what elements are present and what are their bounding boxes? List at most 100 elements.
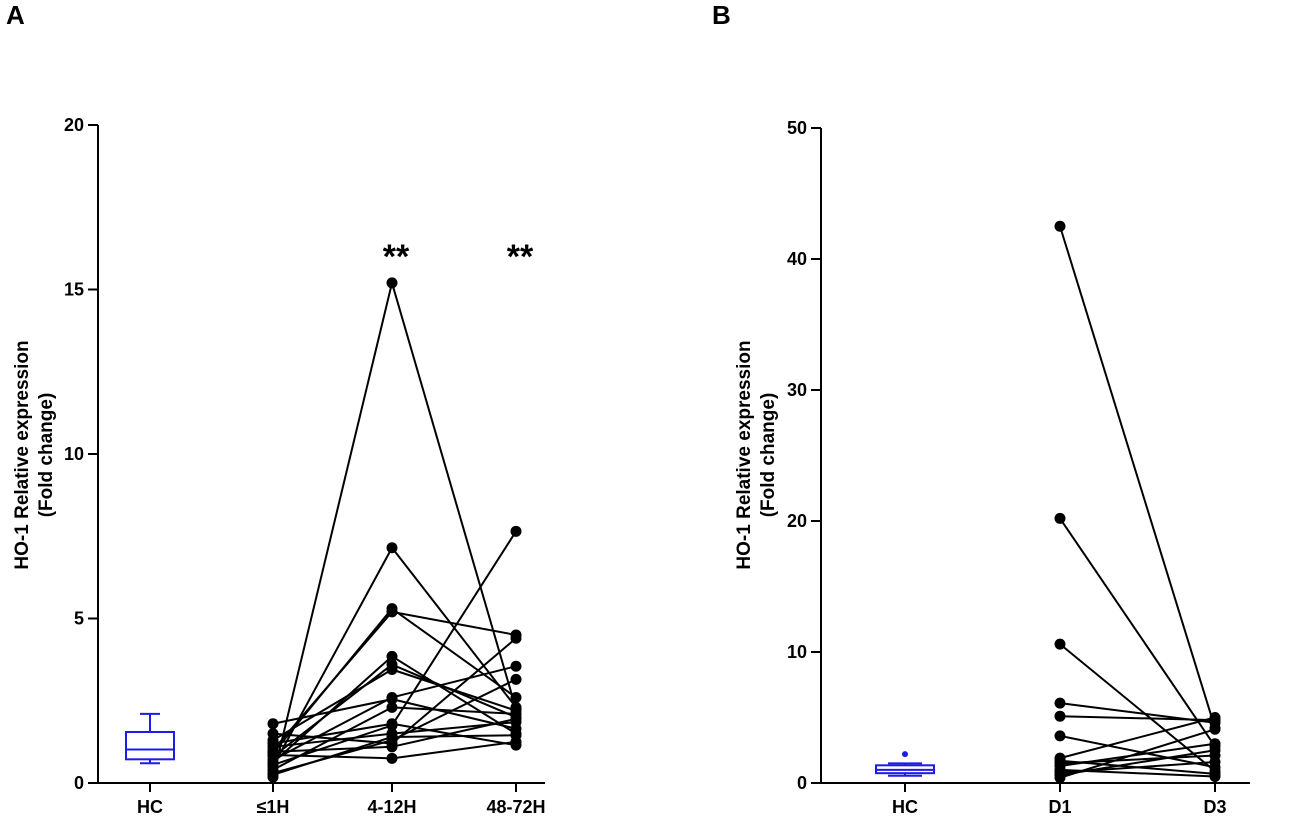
paired-line — [272, 724, 393, 766]
y-axis-title-line1: HO-1 Relative expression — [12, 340, 33, 569]
data-point — [1054, 769, 1066, 781]
data-point — [510, 691, 522, 703]
significance-marker: ** — [507, 238, 534, 276]
data-point — [1054, 512, 1066, 524]
y-tick-label: 20 — [787, 511, 807, 531]
paired-line — [391, 678, 517, 742]
data-point — [267, 746, 279, 758]
paired-line — [272, 722, 393, 745]
paired-line — [391, 740, 517, 760]
data-point — [386, 542, 398, 554]
paired-line — [272, 668, 393, 742]
y-axis-title-line2: (Fold change) — [758, 393, 779, 518]
x-tick-label: D3 — [1203, 797, 1226, 817]
data-point — [267, 759, 279, 771]
paired-line — [1059, 734, 1216, 769]
paired-line — [1059, 517, 1216, 747]
paired-line — [272, 611, 393, 751]
y-axis-title: HO-1 Relative expression (Fold change) — [12, 340, 57, 569]
data-point — [267, 728, 279, 740]
x-tick-label: 48-72H — [486, 797, 545, 817]
data-point — [510, 729, 522, 741]
paired-line — [391, 722, 517, 747]
data-point — [386, 277, 398, 289]
y-tick-label: 0 — [797, 773, 807, 793]
data-point — [510, 632, 522, 644]
y-tick-label: 10 — [787, 642, 807, 662]
data-point — [386, 663, 398, 675]
paired-line — [391, 282, 517, 710]
data-point — [1054, 697, 1066, 709]
data-point — [386, 731, 398, 743]
x-tick-label: ≤1H — [257, 797, 290, 817]
data-point — [386, 701, 398, 713]
paired-line — [272, 732, 393, 748]
data-point — [510, 525, 522, 537]
data-point — [267, 718, 279, 730]
data-point — [386, 606, 398, 618]
y-tick-label: 10 — [64, 444, 84, 464]
paired-line — [1059, 749, 1216, 777]
x-tick-label: D1 — [1048, 797, 1071, 817]
y-tick-label: 0 — [74, 773, 84, 793]
data-point — [386, 718, 398, 730]
data-point — [510, 739, 522, 751]
data-point — [1209, 744, 1221, 756]
y-tick-label: 15 — [64, 280, 84, 300]
x-tick-label: HC — [137, 797, 163, 817]
y-axis-title: HO-1 Relative expression (Fold change) — [734, 340, 779, 569]
paired-line — [391, 734, 517, 738]
paired-line — [391, 637, 517, 745]
paired-line — [272, 698, 393, 725]
data-point — [1054, 220, 1066, 232]
paired-line — [391, 655, 517, 735]
data-point — [267, 738, 279, 750]
data-point — [1209, 768, 1221, 780]
paired-line — [391, 530, 517, 726]
paired-line — [391, 717, 517, 748]
paired-line — [272, 732, 393, 745]
data-point — [1054, 710, 1066, 722]
y-tick-label: 50 — [787, 118, 807, 138]
data-point — [386, 693, 398, 705]
paired-line — [272, 696, 393, 761]
data-point — [386, 741, 398, 753]
panel-b: B 0 10 20 30 40 50 HC D1 D3 HO-1 Relative expressi… — [712, 0, 1250, 817]
data-point — [510, 713, 522, 725]
y-axis-title-line1: HO-1 Relative expression — [734, 340, 755, 569]
paired-line — [1059, 759, 1216, 775]
data-point — [386, 752, 398, 764]
paired-line — [1059, 643, 1216, 772]
box-iqr — [125, 731, 175, 761]
data-point — [510, 673, 522, 685]
box-outlier — [902, 751, 908, 758]
y-axis-title-line2: (Fold change) — [36, 393, 57, 518]
paired-line — [1059, 728, 1216, 779]
y-tick-label: 40 — [787, 249, 807, 269]
data-point — [510, 660, 522, 672]
y-tick-label: 30 — [787, 380, 807, 400]
data-point — [1054, 755, 1066, 767]
paired-line — [391, 610, 517, 636]
data-point — [1209, 723, 1221, 735]
x-tick-label: 4-12H — [367, 797, 416, 817]
x-tick-label: HC — [892, 797, 918, 817]
paired-line — [1059, 225, 1216, 729]
data-point — [1054, 730, 1066, 742]
paired-line — [272, 282, 393, 778]
data-point — [1209, 756, 1221, 768]
paired-line — [272, 745, 393, 753]
panel-a: A 0 5 10 15 20 HC ≤1H 4-12H 48-72H HO-1 Relative e… — [6, 0, 546, 817]
paired-line — [1059, 715, 1216, 722]
y-tick-label: 5 — [74, 609, 84, 629]
significance-marker: ** — [383, 238, 410, 276]
data-point — [1054, 638, 1066, 650]
paired-line — [272, 735, 393, 776]
panel-letter: A — [6, 0, 25, 30]
y-tick-label: 20 — [64, 115, 84, 135]
data-point — [1209, 712, 1221, 723]
paired-line — [1059, 716, 1216, 760]
data-point — [267, 769, 279, 781]
paired-line — [391, 607, 517, 699]
